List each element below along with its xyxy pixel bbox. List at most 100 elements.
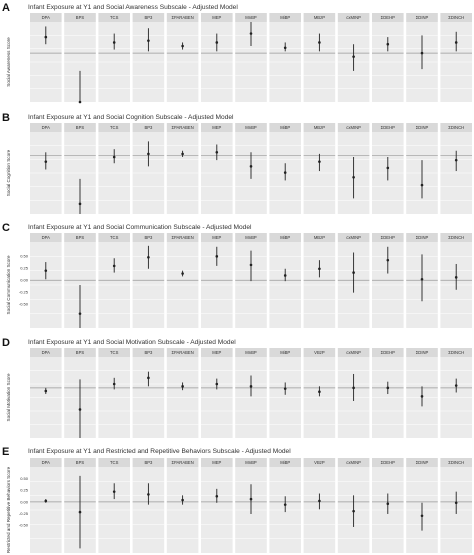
facet-5: MEP	[201, 123, 233, 214]
point-estimate	[112, 382, 116, 386]
point-estimate	[249, 165, 253, 168]
point-estimate	[181, 44, 184, 48]
facet-label: TCS	[110, 15, 119, 20]
facet-3: BP3	[132, 458, 165, 553]
facet-strip	[337, 13, 370, 22]
facet-label: MEP	[212, 460, 221, 465]
facet-label: BPS	[76, 15, 85, 20]
facet-label: DPA	[42, 235, 51, 240]
point-estimate	[44, 499, 48, 503]
facet-strip	[30, 13, 62, 22]
chart-e: E Infant Exposure at Y1 and Restricted an…	[2, 446, 472, 553]
point-estimate	[318, 41, 321, 44]
y-tick-label: -0.25	[19, 290, 29, 295]
chart-title: Infant Exposure at Y1 and Restricted and…	[28, 448, 291, 455]
facet-strip	[440, 233, 472, 242]
facet-1: BPS	[64, 233, 96, 328]
facet-strip	[166, 458, 199, 467]
facet-strip	[132, 233, 165, 242]
facet-strip	[201, 13, 233, 22]
point-estimate	[181, 498, 184, 502]
facet-label: MiBP	[280, 350, 290, 355]
facet-12: ΣDINCH	[440, 458, 472, 553]
facet-label: MiBP	[280, 460, 290, 465]
facet-label: BPS	[76, 235, 85, 240]
facet-label: MiBP	[280, 125, 290, 130]
point-estimate	[44, 160, 48, 163]
facet-strip	[337, 348, 370, 357]
facet-label: ΣDEHP	[381, 350, 395, 355]
facet-label: BP3	[144, 350, 153, 355]
point-estimate	[352, 509, 355, 513]
facet-strip	[269, 348, 301, 357]
facet-label: cxMINP	[346, 15, 361, 20]
point-estimate	[78, 408, 82, 411]
facet-6: MnBP	[235, 13, 267, 102]
facet-strip	[372, 13, 404, 22]
panel-letter: E	[2, 446, 9, 458]
point-estimate	[386, 502, 390, 506]
facet-strip	[64, 458, 96, 467]
facet-label: DPA	[42, 460, 51, 465]
point-estimate	[386, 42, 390, 46]
facet-strip	[166, 348, 199, 357]
y-tick-label: -0.50	[19, 523, 29, 528]
facet-9: cxMINP	[337, 233, 370, 328]
facet-7: MiBP	[269, 123, 301, 214]
facet-3: BP3	[132, 233, 165, 328]
facet-label: BP3	[144, 460, 153, 465]
facet-strip	[303, 123, 336, 132]
facet-label: MEP	[212, 15, 221, 20]
facet-strip	[303, 13, 336, 22]
facet-9: cxMINP	[337, 13, 370, 102]
facet-strip	[166, 13, 199, 22]
facet-strip	[303, 233, 336, 242]
facet-strip	[269, 123, 301, 132]
facet-11: ΣDINP	[406, 123, 438, 214]
point-estimate	[454, 384, 458, 387]
point-estimate	[215, 41, 219, 44]
point-estimate	[420, 183, 424, 187]
facet-strip	[166, 233, 199, 242]
point-estimate	[386, 386, 390, 390]
facet-strip	[64, 233, 96, 242]
facet-4: ΣPARABEN	[166, 123, 199, 214]
point-estimate	[112, 264, 116, 268]
facet-strip	[269, 233, 301, 242]
facet-1: BPS	[64, 123, 96, 214]
facet-8: VBzP	[303, 348, 336, 438]
point-estimate	[147, 255, 150, 259]
facet-strip	[64, 123, 96, 132]
point-estimate	[352, 386, 355, 390]
facet-5: MEP	[201, 458, 233, 553]
facet-label: TCS	[110, 350, 119, 355]
facet-12: ΣDINCH	[440, 233, 472, 328]
point-estimate	[249, 497, 253, 501]
facet-label: MEP	[212, 235, 221, 240]
y-axis-label: Social Motivation Score	[6, 373, 11, 421]
point-estimate	[318, 390, 321, 394]
point-estimate	[44, 389, 48, 393]
facet-strip	[337, 233, 370, 242]
point-estimate	[181, 385, 184, 388]
facet-label: ΣDINP	[416, 460, 429, 465]
facet-strip	[440, 123, 472, 132]
point-estimate	[78, 100, 82, 104]
facet-4: ΣPARABEN	[166, 458, 199, 553]
facet-strip	[406, 348, 438, 357]
y-tick-label: 0.25	[20, 488, 29, 493]
facet-strip	[235, 123, 267, 132]
panel-letter: D	[2, 337, 10, 349]
facet-3: BP3	[132, 123, 165, 214]
facet-label: ΣPARABEN	[171, 235, 193, 240]
facet-label: ΣDEHP	[381, 460, 395, 465]
facet-4: ΣPARABEN	[166, 348, 199, 438]
facet-strip	[132, 458, 165, 467]
facet-0: DPA	[30, 233, 62, 328]
facet-label: ΣDINCH	[448, 460, 464, 465]
chart-title: Infant Exposure at Y1 and Social Motivat…	[28, 339, 236, 346]
point-estimate	[78, 510, 82, 514]
chart-d: D Infant Exposure at Y1 and Social Motiva…	[2, 337, 472, 438]
point-estimate	[215, 382, 219, 386]
facet-strip	[406, 233, 438, 242]
